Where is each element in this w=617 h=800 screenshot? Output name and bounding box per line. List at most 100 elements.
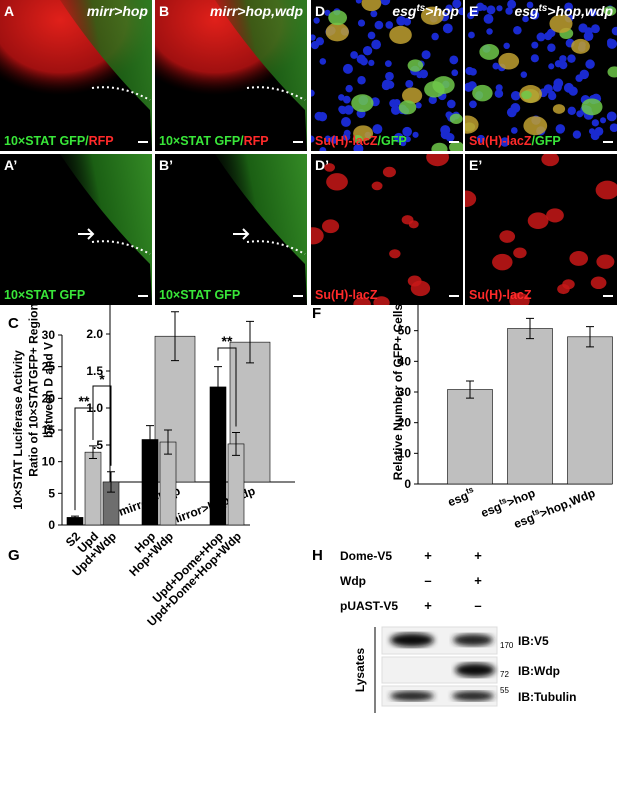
nucleus [416, 72, 423, 79]
nucleus [353, 143, 364, 151]
nucleus [526, 1, 534, 9]
nucleus [372, 124, 383, 135]
error-bar [71, 515, 79, 520]
nucleus [393, 99, 401, 107]
nucleus [449, 55, 459, 65]
nucleus [399, 139, 407, 147]
cell [569, 251, 589, 266]
error-bar [246, 320, 254, 364]
nucleus [495, 84, 503, 92]
lane-sign: + [424, 548, 432, 563]
bar [447, 389, 493, 485]
nucleus [531, 41, 539, 49]
significance-bracket [217, 347, 237, 427]
panel-letter: H [312, 547, 323, 564]
nucleus [319, 146, 327, 151]
label-part: 10×STAT GFP/ [4, 134, 89, 148]
nucleus [350, 51, 358, 59]
y-axis-label: between D and V [42, 342, 56, 438]
cell [407, 275, 422, 287]
error-bar [526, 317, 534, 340]
nucleus [505, 7, 513, 15]
nucleus [319, 58, 327, 65]
nucleus [536, 32, 546, 42]
nucleus [554, 60, 563, 68]
panel-letter: A’ [4, 157, 17, 173]
nucleus [405, 80, 414, 88]
cell [527, 212, 549, 230]
nucleus [367, 31, 376, 40]
cell [549, 14, 573, 33]
significance-label: ** [222, 333, 233, 349]
label-part: 10×STAT GFP [159, 288, 240, 302]
cell [603, 5, 617, 16]
nucleus [483, 14, 494, 24]
cell [479, 44, 500, 60]
nucleus [381, 81, 391, 91]
nucleus [481, 4, 488, 11]
label: esgts>hop,wdp [514, 3, 613, 20]
lane-sign: + [474, 573, 482, 588]
y-tick-label: 30 [398, 385, 412, 399]
cell [382, 166, 396, 178]
panel-letter: E [469, 3, 478, 19]
nucleus [445, 133, 455, 142]
nucleus [530, 54, 539, 63]
nucleus [486, 28, 493, 35]
nucleus [552, 82, 562, 92]
cell [465, 190, 477, 208]
error-bar [89, 445, 97, 459]
y-axis-label: Relative Number of GFP+ Cells [391, 303, 405, 480]
label: esgts [445, 484, 477, 510]
cell [590, 276, 607, 290]
cell [557, 284, 570, 295]
y-axis-label: 10×STAT Luciferase Activity [11, 350, 25, 510]
cell [389, 249, 401, 259]
label-part: /GFP [378, 134, 407, 148]
label-part: RFP [89, 134, 114, 148]
label-part: RFP [244, 134, 269, 148]
image-panel: E’ Su(H)-lacZ [465, 154, 617, 305]
charts: C Ratio of 10×STATGFP+ Region between D an… [8, 290, 613, 629]
cell [509, 292, 530, 305]
nucleus [468, 31, 475, 39]
cell [398, 100, 417, 115]
nucleus [317, 112, 328, 122]
nucleus [611, 26, 617, 36]
label: Su(H)-lacZ/GFP [469, 134, 561, 148]
label-part: esg [392, 3, 417, 19]
nucleus [567, 106, 576, 115]
bar [227, 443, 245, 526]
label-part: mirr>hop,wdp [210, 3, 303, 19]
nucleus [313, 17, 320, 24]
error-bar [232, 432, 240, 456]
label-part: Su(H)-lacZ [315, 288, 378, 302]
cell [407, 59, 424, 72]
antibody: IB:Wdp [518, 664, 560, 678]
nucleus [384, 60, 392, 68]
cell [424, 81, 445, 98]
panel-letter: C [8, 315, 19, 332]
marker: 72 [500, 670, 509, 679]
label: mirr>hop [87, 3, 149, 19]
cell [465, 115, 479, 134]
y-tick-label: 60 [398, 293, 412, 307]
y-tick-label: 20 [398, 416, 412, 430]
error-bar [146, 425, 154, 454]
nucleus [469, 68, 477, 76]
label-part: 10×STAT GFP [4, 288, 85, 302]
nucleus [567, 54, 576, 63]
y-tick-label: .5 [93, 438, 103, 452]
nucleus [579, 69, 590, 80]
nucleus [452, 0, 462, 9]
nucleus [442, 23, 453, 34]
nucleus [415, 102, 422, 109]
label-part: Su(H)-lacZ [315, 134, 378, 148]
nucleus [385, 21, 394, 29]
nucleus [357, 76, 366, 85]
y-tick-label: 10 [42, 455, 56, 469]
cell [361, 0, 382, 12]
nucleus [563, 82, 574, 93]
nucleus [591, 119, 599, 127]
